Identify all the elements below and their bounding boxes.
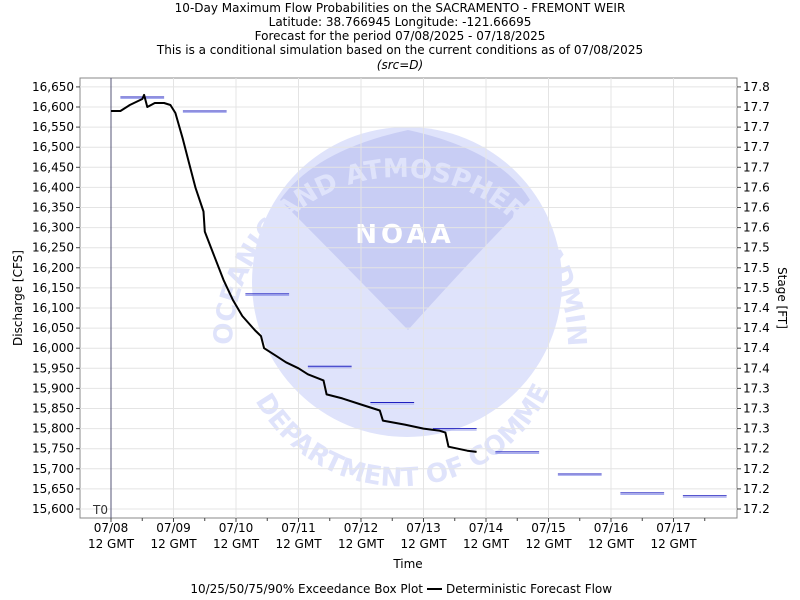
- x-tick-date-label: 07/11: [281, 521, 316, 535]
- x-tick-date-label: 07/17: [656, 521, 691, 535]
- y-right-tick-label: 17.6: [743, 221, 770, 235]
- y-right-tick-label: 17.2: [743, 482, 770, 496]
- gridlines: [80, 78, 737, 518]
- y-right-tick-label: 17.5: [743, 241, 770, 255]
- x-tick-date-label: 07/13: [406, 521, 441, 535]
- y-left-tick-label: 15,600: [32, 502, 74, 516]
- y-left-tick-label: 16,550: [32, 120, 74, 134]
- y-right-tick-label: 17.5: [743, 281, 770, 295]
- y-right-tick-label: 17.7: [743, 100, 770, 114]
- noaa-logo-text: NOAA: [355, 220, 454, 250]
- y-right-tick-label: 17.2: [743, 442, 770, 456]
- x-tick-time-label: 12 GMT: [338, 537, 385, 551]
- y-left-tick-label: 15,950: [32, 361, 74, 375]
- y-left-tick-label: 16,500: [32, 140, 74, 154]
- plot-area-frame: [79, 77, 738, 519]
- x-axis: 07/08 12 GMT 07/09 12 GMT 07/10 12 GMT 07/11 12…: [88, 518, 706, 551]
- x-tick-time-label: 12 GMT: [588, 537, 635, 551]
- chart-header: 10-Day Maximum Flow Probabilities on the…: [156, 1, 643, 72]
- y-right-tick-label: 17.2: [743, 462, 770, 476]
- y-left-tick-label: 15,800: [32, 422, 74, 436]
- y-left-tick-label: 16,350: [32, 201, 74, 215]
- y-left-tick-label: 16,200: [32, 261, 74, 275]
- x-axis-title: Time: [392, 557, 422, 571]
- y-axis-left: 15,600 15,650 15,700 15,750 15,800 15,850 15,9…: [32, 80, 80, 516]
- y-left-tick-label: 15,900: [32, 381, 74, 395]
- x-tick-date-label: 07/08: [94, 521, 129, 535]
- x-tick-time-label: 12 GMT: [525, 537, 572, 551]
- y-right-tick-label: 17.4: [743, 321, 770, 335]
- simulation-note-line: This is a conditional simulation based o…: [156, 43, 643, 57]
- y-left-tick-label: 15,750: [32, 442, 74, 456]
- x-tick-time-label: 12 GMT: [400, 537, 447, 551]
- y-left-tick-label: 16,050: [32, 321, 74, 335]
- y-right-tick-label: 17.3: [743, 381, 770, 395]
- y-right-tick-label: 17.6: [743, 201, 770, 215]
- deterministic-flow-line: [111, 93, 477, 453]
- y-left-tick-label: 15,850: [32, 402, 74, 416]
- y-axis-left-title: Discharge [CFS]: [11, 250, 25, 346]
- x-tick-time-label: 12 GMT: [88, 537, 135, 551]
- y-right-tick-label: 17.3: [743, 402, 770, 416]
- x-tick-time-label: 12 GMT: [650, 537, 697, 551]
- x-tick-time-label: 12 GMT: [275, 537, 322, 551]
- y-right-tick-label: 17.6: [743, 180, 770, 194]
- t0-label: T0: [92, 503, 108, 517]
- exceedance-boxes: [120, 96, 727, 498]
- legend-box-plot-label: 10/25/50/75/90% Exceedance Box Plot: [190, 582, 423, 596]
- y-left-tick-label: 16,300: [32, 221, 74, 235]
- chart-title: 10-Day Maximum Flow Probabilities on the…: [175, 1, 626, 15]
- x-tick-date-label: 07/16: [594, 521, 629, 535]
- noaa-watermark: NOAA NATIONAL OCEANIC AND ATMOSPHERIC AD…: [0, 0, 591, 494]
- noaa-gull-shape: [280, 130, 530, 330]
- x-tick-time-label: 12 GMT: [213, 537, 260, 551]
- x-tick-date-label: 07/09: [156, 521, 191, 535]
- y-left-tick-label: 16,650: [32, 80, 74, 94]
- x-tick-date-label: 07/14: [469, 521, 504, 535]
- y-axis-right: 17.2 17.2 17.2 17.2 17.3 17.3 17.3 17.4 17.4 17.4…: [737, 80, 770, 516]
- y-left-tick-label: 16,150: [32, 281, 74, 295]
- x-tick-time-label: 12 GMT: [150, 537, 197, 551]
- y-right-tick-label: 17.7: [743, 140, 770, 154]
- y-left-tick-label: 16,250: [32, 241, 74, 255]
- x-tick-date-label: 07/12: [344, 521, 379, 535]
- y-right-tick-label: 17.3: [743, 422, 770, 436]
- y-right-tick-label: 17.5: [743, 261, 770, 275]
- y-right-tick-label: 17.4: [743, 361, 770, 375]
- y-left-tick-label: 16,000: [32, 341, 74, 355]
- legend-deterministic-label: Deterministic Forecast Flow: [446, 582, 612, 596]
- y-left-tick-label: 16,450: [32, 160, 74, 174]
- x-tick-time-label: 12 GMT: [463, 537, 510, 551]
- y-left-tick-label: 16,100: [32, 301, 74, 315]
- y-left-tick-label: 16,400: [32, 180, 74, 194]
- legend: 10/25/50/75/90% Exceedance Box Plot Dete…: [190, 582, 612, 596]
- y-right-tick-label: 17.7: [743, 120, 770, 134]
- y-right-tick-label: 17.7: [743, 160, 770, 174]
- x-tick-date-label: 07/10: [219, 521, 254, 535]
- location-line: Latitude: 38.766945 Longitude: -121.6669…: [269, 15, 532, 29]
- forecast-period-line: Forecast for the period 07/08/2025 - 07/…: [255, 29, 546, 43]
- y-left-tick-label: 16,600: [32, 100, 74, 114]
- y-right-tick-label: 17.8: [743, 80, 770, 94]
- x-tick-date-label: 07/15: [531, 521, 566, 535]
- y-left-tick-label: 15,700: [32, 462, 74, 476]
- y-axis-right-title: Stage [FT]: [775, 267, 789, 329]
- y-right-tick-label: 17.4: [743, 341, 770, 355]
- y-right-tick-label: 17.4: [743, 301, 770, 315]
- y-right-tick-label: 17.2: [743, 502, 770, 516]
- y-left-tick-label: 15,650: [32, 482, 74, 496]
- source-line: (src=D): [377, 58, 423, 72]
